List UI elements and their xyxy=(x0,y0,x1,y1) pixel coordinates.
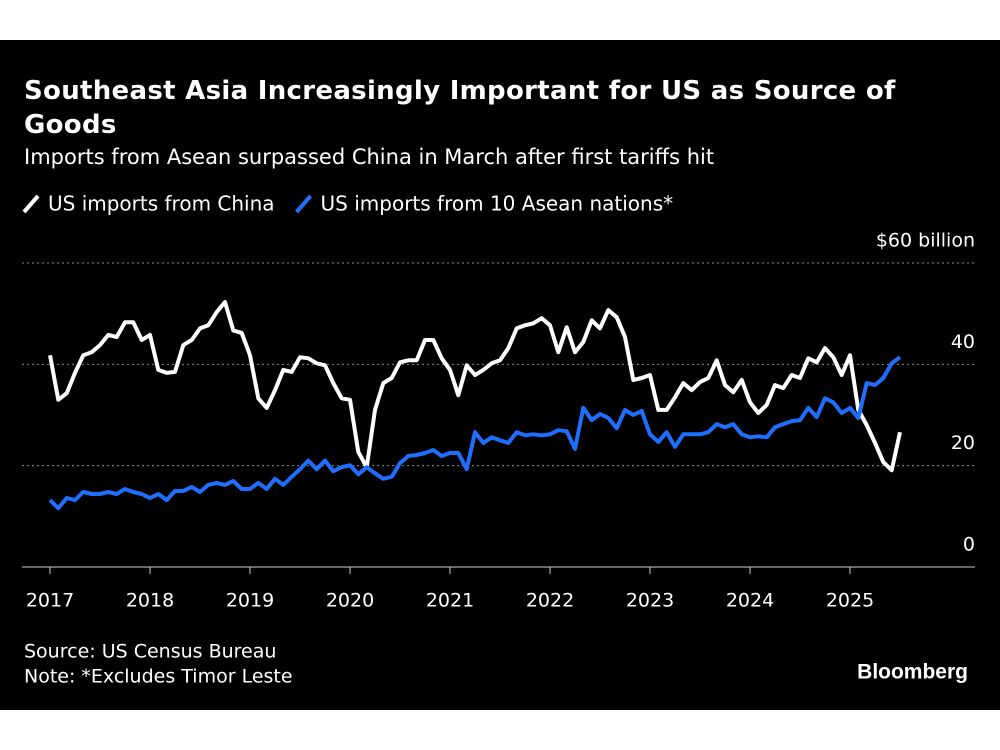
chart-panel xyxy=(0,40,1000,710)
brand: Bloomberg xyxy=(857,661,968,684)
y-tick-label: 0 xyxy=(963,534,975,556)
series-line xyxy=(48,355,902,511)
legend-label: US imports from 10 Asean nations* xyxy=(321,192,674,216)
chart-subtitle: Imports from Asean surpassed China in Ma… xyxy=(24,145,714,169)
x-tick-label: 2020 xyxy=(326,590,374,612)
x-tick-label: 2022 xyxy=(526,590,574,612)
note: Note: *Excludes Timor Leste xyxy=(24,666,293,688)
y-tick-label: 20 xyxy=(951,432,975,454)
x-tick-label: 2025 xyxy=(826,590,874,612)
x-tick-label: 2018 xyxy=(126,590,174,612)
y-tick-label: 40 xyxy=(951,331,975,353)
legend-swatch xyxy=(22,194,40,214)
legend-label: US imports from China xyxy=(48,192,275,216)
legend-swatch xyxy=(295,194,313,214)
x-tick-label: 2019 xyxy=(226,590,274,612)
y-tick-label: $60 billion xyxy=(876,230,975,252)
series-line xyxy=(48,300,902,473)
x-tick-label: 2023 xyxy=(626,590,674,612)
source: Source: US Census Bureau xyxy=(24,641,276,663)
x-tick-label: 2021 xyxy=(426,590,474,612)
chart-title: Southeast Asia Increasingly Important fo… xyxy=(24,76,896,140)
x-tick-label: 2024 xyxy=(726,590,774,612)
x-tick-label: 2017 xyxy=(26,590,74,612)
